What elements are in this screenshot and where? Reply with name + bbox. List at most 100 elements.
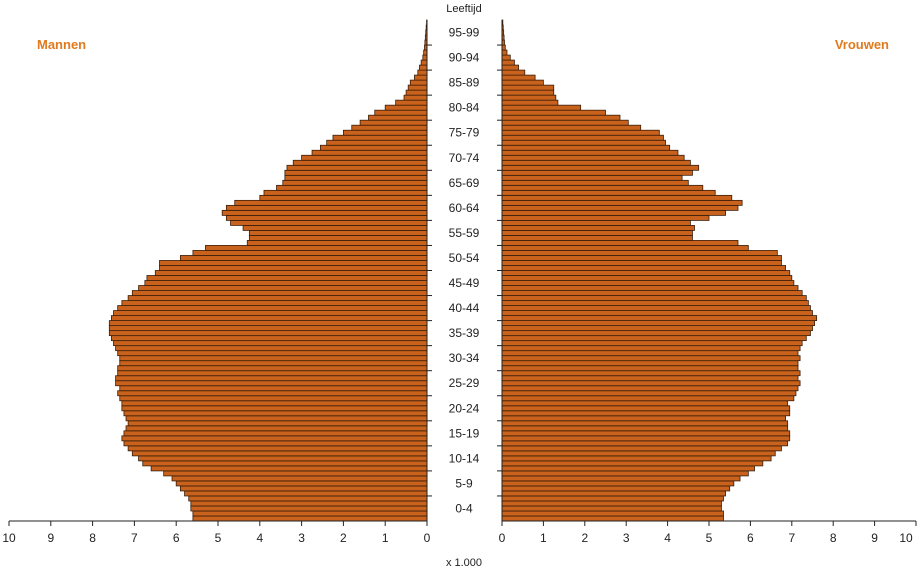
bar-mannen-age-81 bbox=[374, 109, 428, 116]
bar-vrouwen-age-72 bbox=[501, 154, 685, 161]
bar-mannen-age-80 bbox=[368, 114, 428, 121]
bar-mannen-age-36 bbox=[111, 335, 428, 342]
bar-vrouwen-age-53 bbox=[501, 250, 778, 256]
bar-vrouwen-age-62 bbox=[501, 204, 739, 211]
bar-vrouwen-age-7 bbox=[501, 480, 735, 487]
bar-vrouwen-age-40 bbox=[501, 315, 818, 321]
bar-mannen-age-30 bbox=[117, 365, 428, 372]
bar-vrouwen-age-79 bbox=[501, 119, 629, 126]
bar-mannen-age-92 bbox=[422, 54, 428, 61]
bar-vrouwen-age-63 bbox=[501, 199, 743, 206]
bar-vrouwen-age-19 bbox=[501, 420, 789, 427]
bar-mannen-age-66 bbox=[276, 184, 428, 191]
bar-mannen-age-75 bbox=[326, 139, 428, 146]
bar-vrouwen-age-21 bbox=[501, 410, 791, 417]
left-x-tick-label-5: 5 bbox=[215, 531, 222, 545]
bar-mannen-age-20 bbox=[125, 415, 428, 422]
bar-mannen-age-42 bbox=[117, 305, 428, 311]
bar-vrouwen-age-81 bbox=[501, 109, 606, 116]
bar-mannen-age-88 bbox=[414, 74, 428, 81]
right-x-tick-label-6: 6 bbox=[747, 531, 754, 545]
bar-mannen-age-63 bbox=[234, 199, 428, 206]
age-label-10-14: 10-14 bbox=[449, 451, 480, 465]
age-label-75-79: 75-79 bbox=[449, 126, 480, 140]
bar-mannen-age-41 bbox=[113, 310, 428, 316]
bar-vrouwen-age-12 bbox=[501, 455, 772, 462]
bar-mannen-age-7 bbox=[175, 480, 428, 487]
bar-vrouwen-age-8 bbox=[501, 475, 741, 482]
right-x-tick-label-3: 3 bbox=[623, 531, 630, 545]
bar-mannen-age-69 bbox=[284, 169, 428, 176]
bar-mannen-age-31 bbox=[119, 360, 428, 367]
bar-vrouwen-age-13 bbox=[501, 450, 776, 457]
right-x-ticks: 0 1 2 3 4 5 6 7 8 9 10 bbox=[499, 521, 917, 545]
bar-mannen-age-84 bbox=[403, 94, 428, 101]
bar-vrouwen-age-38 bbox=[501, 325, 813, 332]
bar-vrouwen-age-55 bbox=[501, 240, 739, 246]
bar-mannen-age-6 bbox=[179, 485, 428, 492]
bar-mannen-age-68 bbox=[284, 174, 428, 181]
bar-vrouwen-age-34 bbox=[501, 345, 801, 352]
left-x-tick-label-0: 0 bbox=[424, 531, 431, 545]
bar-vrouwen-age-59 bbox=[501, 219, 691, 226]
bar-vrouwen-age-9 bbox=[501, 470, 749, 477]
bar-vrouwen-age-51 bbox=[501, 260, 782, 266]
right-x-tick-label-0: 0 bbox=[499, 531, 506, 545]
bar-vrouwen-age-44 bbox=[501, 295, 807, 301]
bar-mannen-age-19 bbox=[127, 420, 428, 427]
bar-mannen-age-4 bbox=[188, 495, 428, 502]
bar-mannen-age-51 bbox=[159, 260, 428, 266]
bar-vrouwen-age-39 bbox=[501, 320, 815, 327]
bar-vrouwen-age-32 bbox=[501, 355, 801, 362]
bar-mannen-age-32 bbox=[119, 355, 428, 362]
right-x-tick-label-8: 8 bbox=[830, 531, 837, 545]
bar-mannen-age-39 bbox=[108, 320, 428, 327]
bar-mannen-age-65 bbox=[263, 189, 428, 196]
bar-vrouwen-age-18 bbox=[501, 425, 789, 432]
bar-mannen-age-74 bbox=[320, 144, 428, 151]
age-label-45-49: 45-49 bbox=[449, 276, 480, 290]
bar-mannen-age-77 bbox=[342, 129, 428, 136]
bar-mannen-age-5 bbox=[184, 490, 428, 497]
bar-vrouwen-age-73 bbox=[501, 149, 679, 156]
right-x-tick-label-1: 1 bbox=[540, 531, 547, 545]
bar-vrouwen-age-0 bbox=[501, 515, 724, 522]
bar-mannen-age-38 bbox=[108, 325, 428, 332]
right-x-tick-label-2: 2 bbox=[581, 531, 588, 545]
bar-vrouwen-age-3 bbox=[501, 500, 722, 507]
bar-mannen-age-28 bbox=[115, 375, 428, 382]
bar-mannen-age-54 bbox=[205, 245, 428, 251]
bar-mannen-age-12 bbox=[138, 455, 428, 462]
bar-vrouwen-age-93 bbox=[501, 49, 508, 56]
bar-vrouwen-age-33 bbox=[501, 350, 799, 357]
bar-vrouwen-age-35 bbox=[501, 340, 803, 347]
bar-vrouwen-age-42 bbox=[501, 305, 811, 311]
age-label-85-89: 85-89 bbox=[449, 76, 480, 90]
bar-vrouwen-age-11 bbox=[501, 460, 764, 467]
bar-vrouwen-age-58 bbox=[501, 225, 695, 231]
bar-vrouwen-age-64 bbox=[501, 194, 733, 201]
bar-vrouwen-age-74 bbox=[501, 144, 671, 151]
bar-vrouwen-age-56 bbox=[501, 235, 693, 241]
age-label-80-84: 80-84 bbox=[449, 101, 480, 115]
bar-vrouwen-age-41 bbox=[501, 310, 813, 316]
age-label-5-9: 5-9 bbox=[455, 476, 473, 490]
age-label-35-39: 35-39 bbox=[449, 326, 480, 340]
bar-mannen-age-14 bbox=[127, 445, 428, 452]
bar-mannen-age-34 bbox=[115, 345, 428, 352]
bar-mannen-age-25 bbox=[117, 390, 428, 397]
bar-vrouwen-age-46 bbox=[501, 285, 799, 291]
bar-vrouwen-age-4 bbox=[501, 495, 724, 502]
bar-vrouwen-age-20 bbox=[501, 415, 786, 422]
right-x-tick-label-4: 4 bbox=[664, 531, 671, 545]
bar-mannen-age-83 bbox=[395, 99, 428, 106]
bar-vrouwen-age-17 bbox=[501, 430, 791, 437]
bar-vrouwen-age-43 bbox=[501, 300, 809, 306]
bar-mannen-age-85 bbox=[405, 89, 428, 96]
bar-vrouwen-age-68 bbox=[501, 174, 683, 181]
left-x-tick-label-7: 7 bbox=[131, 531, 138, 545]
right-x-tick-label-10: 10 bbox=[899, 531, 913, 545]
bar-mannen-age-15 bbox=[123, 440, 428, 447]
bar-vrouwen-age-36 bbox=[501, 335, 807, 342]
bar-mannen-age-9 bbox=[163, 470, 428, 477]
